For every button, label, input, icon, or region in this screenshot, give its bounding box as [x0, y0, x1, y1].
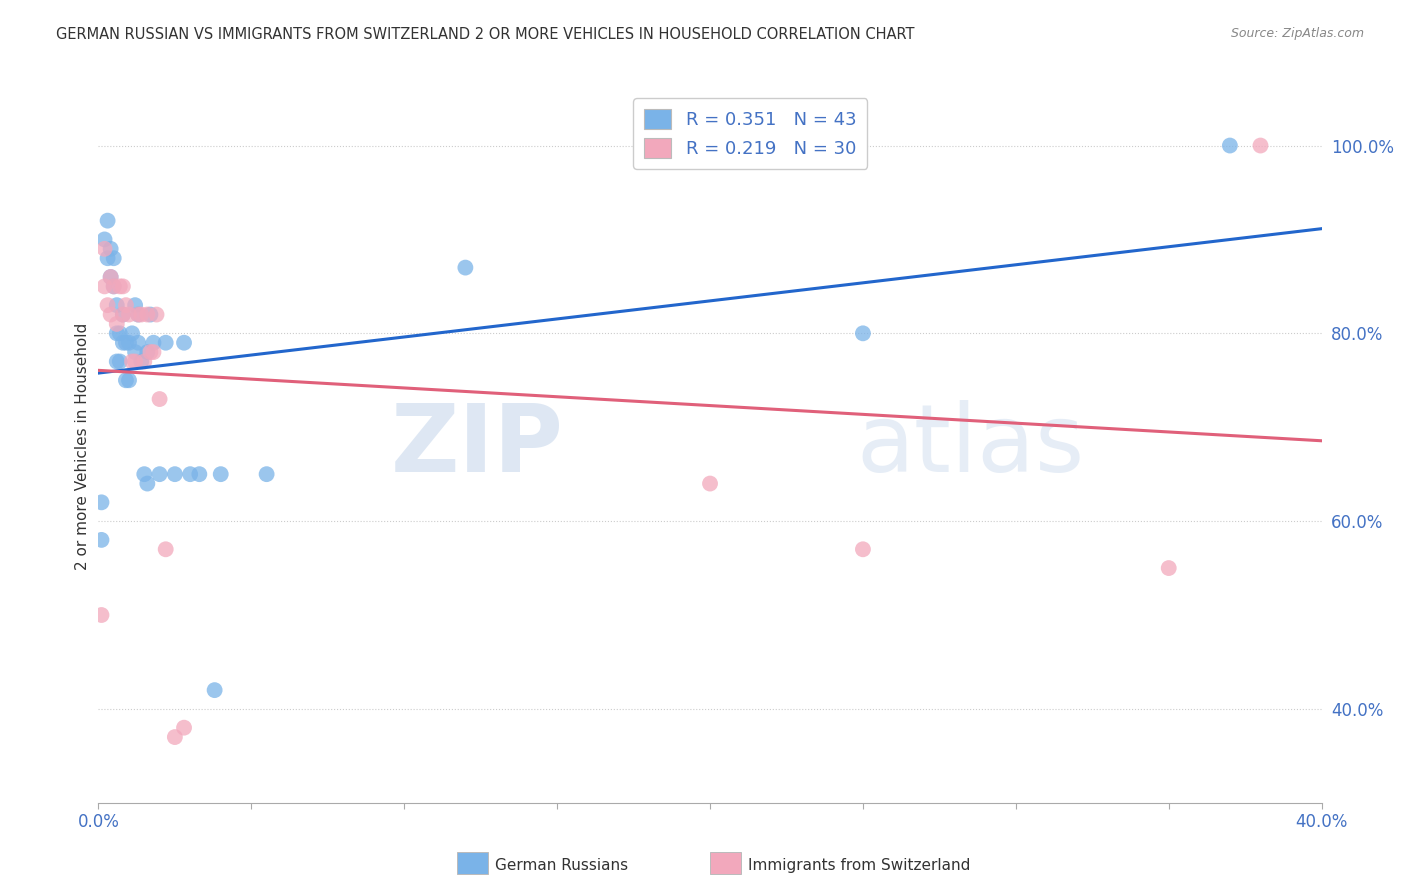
Point — [111, 308, 134, 322]
Text: atlas: atlas — [856, 400, 1085, 492]
Point — [179, 467, 201, 482]
Point — [93, 242, 115, 256]
Point — [454, 260, 477, 275]
Point — [118, 335, 141, 350]
Point — [173, 335, 195, 350]
Point — [105, 354, 128, 368]
Point — [127, 308, 149, 322]
Point — [134, 354, 156, 368]
Point — [188, 467, 211, 482]
Point — [1157, 561, 1180, 575]
Point — [149, 467, 172, 482]
Point — [90, 607, 112, 622]
Point — [90, 495, 112, 509]
Point — [103, 251, 125, 265]
Point — [139, 308, 162, 322]
Y-axis label: 2 or more Vehicles in Household: 2 or more Vehicles in Household — [75, 322, 90, 570]
Point — [121, 354, 143, 368]
Point — [136, 476, 159, 491]
Point — [105, 317, 128, 331]
Point — [142, 335, 165, 350]
Point — [100, 242, 122, 256]
Point — [129, 354, 152, 368]
Point — [100, 270, 122, 285]
Point — [108, 326, 131, 341]
Point — [118, 373, 141, 387]
Point — [100, 308, 122, 322]
Point — [100, 270, 122, 285]
Point — [103, 279, 125, 293]
Point — [852, 326, 875, 341]
Point — [1219, 138, 1241, 153]
Text: Immigrants from Switzerland: Immigrants from Switzerland — [748, 858, 970, 872]
Point — [136, 345, 159, 359]
Point — [127, 335, 149, 350]
Text: Source: ZipAtlas.com: Source: ZipAtlas.com — [1230, 27, 1364, 40]
Point — [108, 354, 131, 368]
Point — [118, 308, 141, 322]
Point — [105, 298, 128, 312]
Point — [209, 467, 232, 482]
Point — [155, 542, 177, 557]
Text: GERMAN RUSSIAN VS IMMIGRANTS FROM SWITZERLAND 2 OR MORE VEHICLES IN HOUSEHOLD CO: GERMAN RUSSIAN VS IMMIGRANTS FROM SWITZE… — [56, 27, 915, 42]
Point — [256, 467, 278, 482]
Point — [111, 308, 134, 322]
Point — [97, 251, 120, 265]
Point — [93, 232, 115, 246]
Point — [121, 326, 143, 341]
Point — [127, 308, 149, 322]
Point — [852, 542, 875, 557]
Point — [142, 345, 165, 359]
Point — [145, 308, 167, 322]
Point — [105, 326, 128, 341]
Point — [108, 279, 131, 293]
Legend: R = 0.351   N = 43, R = 0.219   N = 30: R = 0.351 N = 43, R = 0.219 N = 30 — [634, 98, 868, 169]
Point — [124, 354, 146, 368]
Point — [139, 345, 162, 359]
Point — [115, 298, 138, 312]
Text: German Russians: German Russians — [495, 858, 628, 872]
Point — [90, 533, 112, 547]
Point — [163, 467, 186, 482]
Point — [173, 721, 195, 735]
Point — [111, 335, 134, 350]
Point — [699, 476, 721, 491]
Point — [155, 335, 177, 350]
Point — [115, 373, 138, 387]
Point — [103, 279, 125, 293]
Point — [163, 730, 186, 744]
Point — [97, 213, 120, 227]
Point — [111, 279, 134, 293]
Point — [97, 298, 120, 312]
Text: ZIP: ZIP — [391, 400, 564, 492]
Point — [93, 279, 115, 293]
Point — [204, 683, 226, 698]
Point — [134, 467, 156, 482]
Point — [149, 392, 172, 406]
Point — [124, 298, 146, 312]
Point — [124, 345, 146, 359]
Point — [1249, 138, 1271, 153]
Point — [129, 308, 152, 322]
Point — [115, 335, 138, 350]
Point — [136, 308, 159, 322]
